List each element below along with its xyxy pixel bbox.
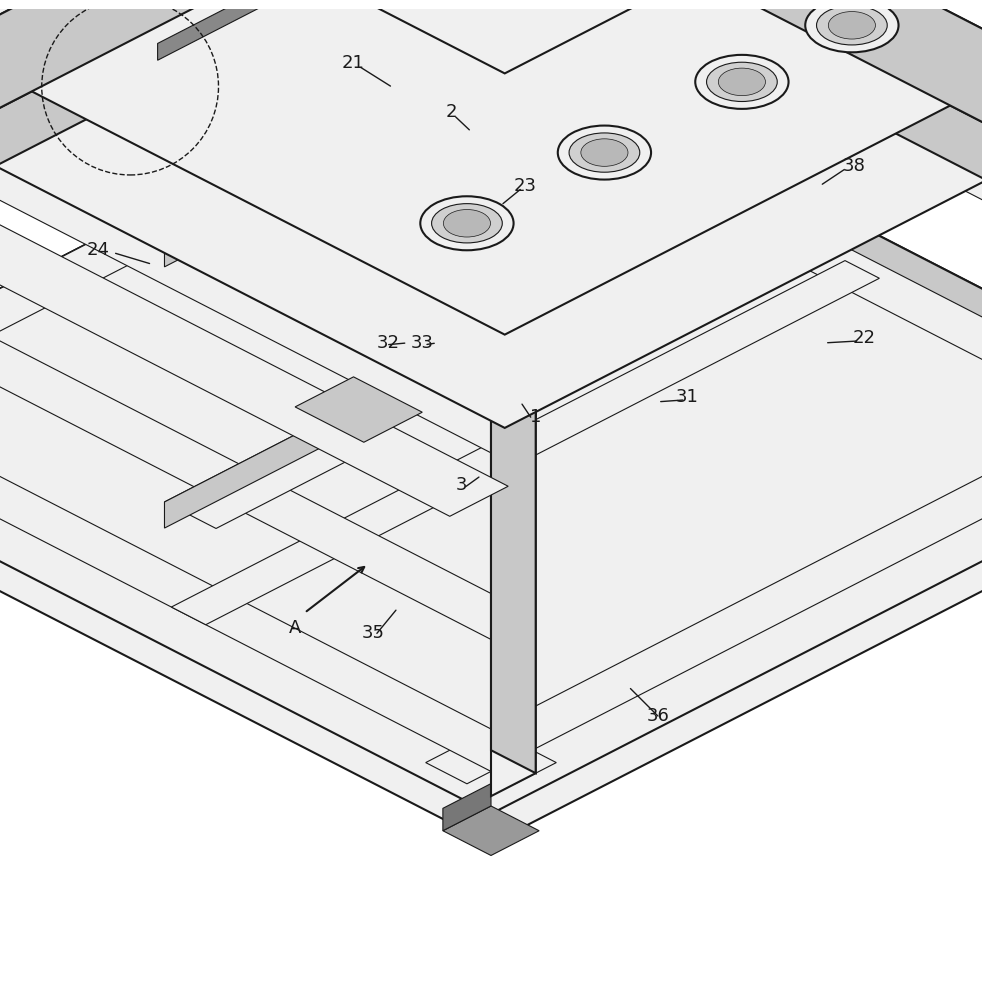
Ellipse shape [443,210,490,237]
Text: 35: 35 [361,624,385,642]
Polygon shape [491,0,536,773]
Polygon shape [0,36,982,814]
Polygon shape [0,0,982,335]
Text: A: A [289,619,300,637]
Ellipse shape [558,126,651,180]
Ellipse shape [828,12,875,39]
Text: 3: 3 [456,476,467,494]
Text: 38: 38 [843,157,866,175]
Polygon shape [165,417,381,528]
Polygon shape [443,806,539,855]
Ellipse shape [816,6,887,45]
Polygon shape [446,0,982,96]
Polygon shape [473,0,982,221]
Polygon shape [165,417,329,528]
Ellipse shape [569,133,639,172]
Ellipse shape [695,55,789,109]
Polygon shape [869,82,982,147]
Text: 36: 36 [646,707,670,725]
Polygon shape [443,92,539,141]
Polygon shape [491,0,536,796]
Polygon shape [0,203,508,516]
Polygon shape [443,784,491,831]
Polygon shape [477,0,982,208]
Polygon shape [0,0,536,266]
Polygon shape [0,50,536,453]
Polygon shape [439,59,982,451]
Polygon shape [425,391,982,784]
Polygon shape [0,36,491,455]
Text: 21: 21 [342,54,365,72]
Polygon shape [165,156,329,267]
Ellipse shape [420,196,514,250]
Polygon shape [443,69,491,117]
Polygon shape [157,0,261,60]
Ellipse shape [580,139,627,166]
Polygon shape [0,0,982,428]
Polygon shape [0,0,477,194]
Text: 32: 32 [376,334,400,352]
Polygon shape [0,0,982,73]
Text: 2: 2 [446,103,458,121]
Polygon shape [491,0,536,59]
Polygon shape [295,377,422,442]
Polygon shape [0,45,515,437]
Polygon shape [0,0,21,82]
Text: 31: 31 [676,388,699,406]
Text: 22: 22 [852,329,876,347]
Ellipse shape [805,0,899,52]
Polygon shape [0,236,536,639]
Text: 33: 33 [410,334,434,352]
Polygon shape [0,232,21,343]
Polygon shape [446,0,982,282]
Polygon shape [0,0,982,167]
Polygon shape [0,391,556,784]
Ellipse shape [431,204,502,243]
Polygon shape [0,0,536,80]
Text: 24: 24 [86,241,110,259]
Polygon shape [0,0,477,138]
Polygon shape [491,36,982,455]
Polygon shape [0,66,982,844]
Ellipse shape [706,62,777,102]
Text: 1: 1 [529,408,541,426]
Polygon shape [0,0,508,255]
Polygon shape [165,156,381,267]
Polygon shape [491,0,536,82]
Ellipse shape [718,68,765,96]
Text: 23: 23 [514,177,537,195]
Polygon shape [295,116,422,181]
Polygon shape [171,261,879,625]
Polygon shape [477,0,982,152]
